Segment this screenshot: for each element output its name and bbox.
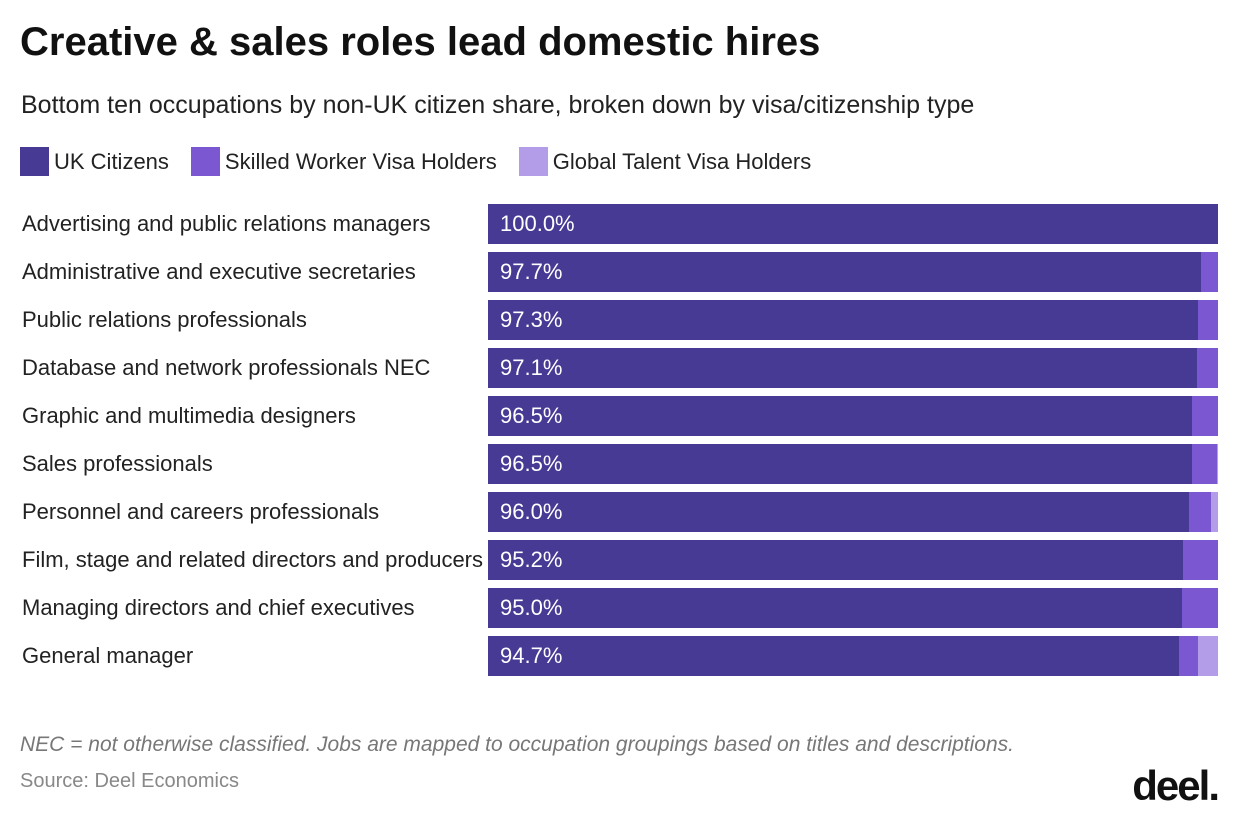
bar-segment: [1197, 636, 1218, 676]
legend-label: Global Talent Visa Holders: [552, 148, 812, 174]
value-label: 96.5%: [500, 451, 563, 476]
category-label: Managing directors and chief executives: [22, 595, 415, 620]
category-label: Graphic and multimedia designers: [22, 403, 356, 428]
value-label: 100.0%: [500, 211, 575, 236]
row: Managing directors and chief executives 9…: [22, 588, 1218, 628]
bar-segment: [1210, 492, 1218, 532]
bar-segment: [1201, 252, 1218, 292]
bar-track: 95.0%: [488, 588, 1218, 628]
bar-track: 95.2%: [488, 540, 1218, 580]
bar-segment: [1192, 396, 1218, 436]
bar-segment: [1181, 588, 1218, 628]
bar-track: 96.0%: [488, 492, 1218, 532]
value-label: 95.0%: [500, 595, 563, 620]
bar-track: 94.7%: [488, 636, 1218, 676]
category-label: General manager: [22, 643, 194, 668]
source: Source: Deel Economics: [20, 770, 239, 792]
plot: Advertising and public relations manager…: [22, 204, 1218, 684]
bar-segment: [1192, 444, 1217, 484]
bar-segment: [1188, 492, 1211, 532]
legend-swatch: [518, 147, 548, 176]
bar-segment: [1198, 300, 1218, 340]
bar-track: 97.7%: [488, 252, 1218, 292]
value-label: 95.2%: [500, 547, 563, 572]
bar-segment: [488, 588, 1182, 628]
row: Sales professionals 96.5%: [22, 444, 1218, 484]
footnote: NEC = not otherwise classified. Jobs are…: [20, 733, 1014, 756]
category-label: Administrative and executive secretaries: [22, 259, 416, 284]
value-label: 94.7%: [500, 643, 563, 668]
bar-track: 100.0%: [488, 204, 1218, 244]
legend-item: Global Talent Visa Holders: [518, 147, 812, 176]
category-label: Personnel and careers professionals: [22, 499, 380, 524]
chart-subtitle: Bottom ten occupations by non-UK citizen…: [21, 91, 975, 119]
row: Administrative and executive secretaries…: [22, 252, 1218, 292]
row: Personnel and careers professionals 96.0%: [22, 492, 1218, 532]
value-label: 96.5%: [500, 403, 563, 428]
bar-segment: [488, 540, 1183, 580]
row: General manager 94.7%: [22, 636, 1218, 676]
legend: UK Citizens Skilled Worker Visa Holders Gl…: [20, 147, 833, 176]
bar-segment: [488, 348, 1197, 388]
bar-segment: [1196, 348, 1218, 388]
category-label: Sales professionals: [22, 451, 213, 476]
bar-segment: [488, 300, 1199, 340]
row: Graphic and multimedia designers 96.5%: [22, 396, 1218, 436]
row: Advertising and public relations manager…: [22, 204, 1218, 244]
bar-segment: [488, 396, 1193, 436]
category-label: Film, stage and related directors and pr…: [22, 547, 484, 572]
value-label: 97.3%: [500, 307, 563, 332]
row: Database and network professionals NEC 97…: [22, 348, 1218, 388]
bar-track: 96.5%: [488, 444, 1218, 484]
value-label: 97.1%: [500, 355, 563, 380]
category-label: Public relations professionals: [22, 307, 307, 332]
legend-item: Skilled Worker Visa Holders: [190, 147, 497, 176]
chart-title: Creative & sales roles lead domestic hir…: [20, 20, 821, 64]
legend-swatch: [20, 147, 49, 176]
bar-segment: [488, 492, 1189, 532]
value-label: 97.7%: [500, 259, 563, 284]
value-label: 96.0%: [500, 499, 563, 524]
bar-segment: [488, 636, 1180, 676]
bar-segment: [488, 252, 1202, 292]
category-label: Advertising and public relations manager…: [22, 211, 431, 236]
bar-segment: [1182, 540, 1218, 580]
legend-label: UK Citizens: [54, 148, 169, 174]
bar-segment: [488, 204, 1218, 244]
legend-swatch: [190, 147, 220, 176]
bar-track: 97.1%: [488, 348, 1218, 388]
row: Film, stage and related directors and pr…: [22, 540, 1218, 580]
bar-segment: [1179, 636, 1198, 676]
legend-label: Skilled Worker Visa Holders: [224, 148, 497, 174]
row: Public relations professionals 97.3%: [22, 300, 1218, 340]
legend-item: UK Citizens: [20, 147, 169, 176]
bar-track: 97.3%: [488, 300, 1218, 340]
bar-segment: [1216, 444, 1218, 484]
bar-track: 96.5%: [488, 396, 1218, 436]
bar-segment: [488, 444, 1193, 484]
logo: deel.: [1132, 762, 1220, 809]
category-label: Database and network professionals NEC: [22, 355, 431, 380]
